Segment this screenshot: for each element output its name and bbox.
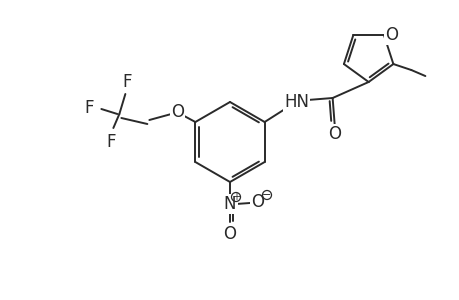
Text: +: + [231,192,240,202]
Text: O: O [251,193,264,211]
Text: O: O [327,125,341,143]
Text: O: O [385,26,397,44]
Text: HN: HN [284,93,308,111]
Text: O: O [170,103,184,121]
Text: F: F [123,73,132,91]
Text: −: − [262,190,271,200]
Text: F: F [106,133,116,151]
Text: O: O [223,225,236,243]
Text: N: N [223,195,236,213]
Text: F: F [84,99,94,117]
